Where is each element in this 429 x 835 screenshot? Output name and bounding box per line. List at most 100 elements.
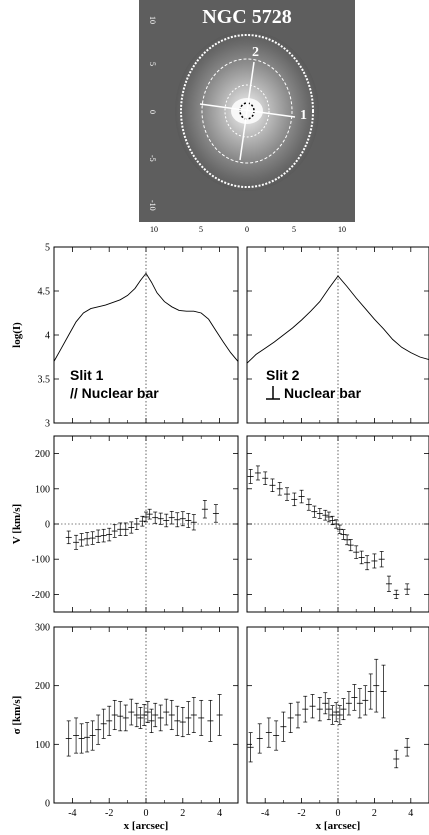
- data-point: [393, 749, 400, 769]
- data-point: [309, 694, 316, 719]
- ngc-x-tick: 0: [245, 225, 249, 234]
- data-point: [385, 575, 392, 592]
- data-point: [143, 511, 149, 523]
- data-point: [84, 722, 91, 753]
- data-point: [111, 524, 118, 538]
- data-point: [100, 528, 107, 543]
- slit2-title: Slit 2: [266, 367, 300, 383]
- x-tick-label: 4: [408, 808, 413, 819]
- data-point: [322, 692, 329, 715]
- y-axis-label: log(I): [11, 322, 23, 348]
- data-point: [336, 705, 343, 725]
- y-tick-label: 4: [45, 331, 50, 342]
- data-point: [137, 707, 144, 729]
- inner-contour: [224, 84, 270, 138]
- data-point: [168, 510, 175, 525]
- velocity-slit1-panel: -200 -100 0 100 200 V [km/s]: [11, 435, 239, 613]
- ngc-y-tick: -10: [148, 200, 157, 211]
- data-point: [133, 702, 140, 728]
- data-point: [269, 478, 276, 492]
- data-point: [316, 697, 323, 722]
- ngc-y-tick: 5: [148, 62, 157, 66]
- data-point: [256, 723, 263, 754]
- ngc-x-tick: 5: [292, 225, 296, 234]
- data-point: [273, 720, 280, 751]
- data-point: [373, 658, 380, 713]
- data-point: [404, 583, 411, 595]
- slit2-subtitle: Nuclear bar: [284, 385, 362, 401]
- x-tick-label: 0: [336, 808, 341, 819]
- perpendicular-icon: [266, 386, 280, 400]
- y-tick-label: 300: [35, 623, 50, 634]
- ngc-x-tick: 5: [199, 225, 203, 234]
- data-point: [190, 697, 197, 733]
- data-point: [247, 732, 254, 763]
- data-point: [106, 705, 113, 736]
- velocity-slit2-panel: [246, 435, 429, 613]
- ngc-x-tick: 10: [338, 225, 346, 234]
- x-tick-label: -4: [261, 808, 269, 819]
- ngc-image-panel: NGC 5728 1 2 10 5 0 -5 -10 10 5 0 5 10: [139, 0, 355, 234]
- data-point: [148, 708, 155, 733]
- data-point: [325, 511, 332, 523]
- data-point: [340, 529, 347, 540]
- profile-line: [246, 275, 429, 364]
- profile-line: [53, 272, 239, 362]
- data-point: [141, 704, 148, 726]
- y-tick-label: 0: [45, 520, 50, 531]
- x-axis-label: x [arcsec]: [316, 820, 361, 832]
- data-point: [358, 550, 365, 565]
- data-point: [78, 723, 85, 754]
- data-point: [117, 522, 124, 536]
- data-point: [84, 532, 91, 546]
- x-tick-label: 0: [144, 808, 149, 819]
- ngc-y-ticks: 10 5 0 -5 -10: [148, 16, 157, 211]
- data-point: [294, 701, 301, 729]
- data-point: [356, 688, 363, 719]
- data-point: [393, 589, 400, 599]
- data-point: [333, 702, 340, 722]
- data-point: [174, 705, 181, 736]
- data-point: [344, 534, 351, 546]
- data-point: [378, 551, 385, 568]
- data-point: [325, 698, 332, 721]
- data-point: [95, 714, 102, 745]
- data-point: [329, 515, 336, 526]
- sigma-slit1-panel: 0 100 200 300 -4 -2 0 2 4 σ [km/s] x [arcsec]: [11, 623, 239, 832]
- slit-label-2: 2: [252, 45, 259, 60]
- y-tick-label: 100: [35, 484, 50, 495]
- data-point: [117, 701, 124, 732]
- data-point: [404, 738, 411, 757]
- sigma-slit2-panel: -4 -2 0 2 4 x [arcsec]: [246, 626, 429, 832]
- data-point: [163, 513, 170, 528]
- data-point: [157, 512, 164, 525]
- x-tick-label: 4: [217, 808, 222, 819]
- x-tick-label: 2: [180, 808, 185, 819]
- data-point: [201, 500, 208, 519]
- data-point: [347, 539, 354, 552]
- slit1-subtitle: // Nuclear bar: [70, 385, 159, 401]
- data-point: [122, 522, 129, 536]
- data-point: [95, 529, 102, 544]
- ngc-x-tick: 10: [150, 225, 158, 234]
- data-point: [305, 498, 312, 511]
- x-tick-label: -2: [297, 808, 305, 819]
- data-point: [139, 515, 146, 527]
- data-point: [65, 530, 72, 545]
- data-point: [291, 492, 298, 507]
- data-point: [212, 504, 219, 523]
- data-point: [89, 531, 96, 545]
- data-point: [111, 699, 118, 731]
- y-tick-label: 200: [35, 449, 50, 460]
- x-axis-label: x [arcsec]: [124, 820, 169, 832]
- data-point: [152, 511, 159, 524]
- slit-label-1: 1: [300, 108, 307, 123]
- x-tick-label: 2: [372, 808, 377, 819]
- data-point: [276, 482, 283, 496]
- data-point: [128, 521, 135, 534]
- data-point: [146, 508, 153, 520]
- ngc-y-tick: -5: [148, 155, 157, 162]
- data-point: [144, 701, 151, 723]
- mid-contour: [201, 58, 293, 164]
- data-point: [284, 487, 291, 501]
